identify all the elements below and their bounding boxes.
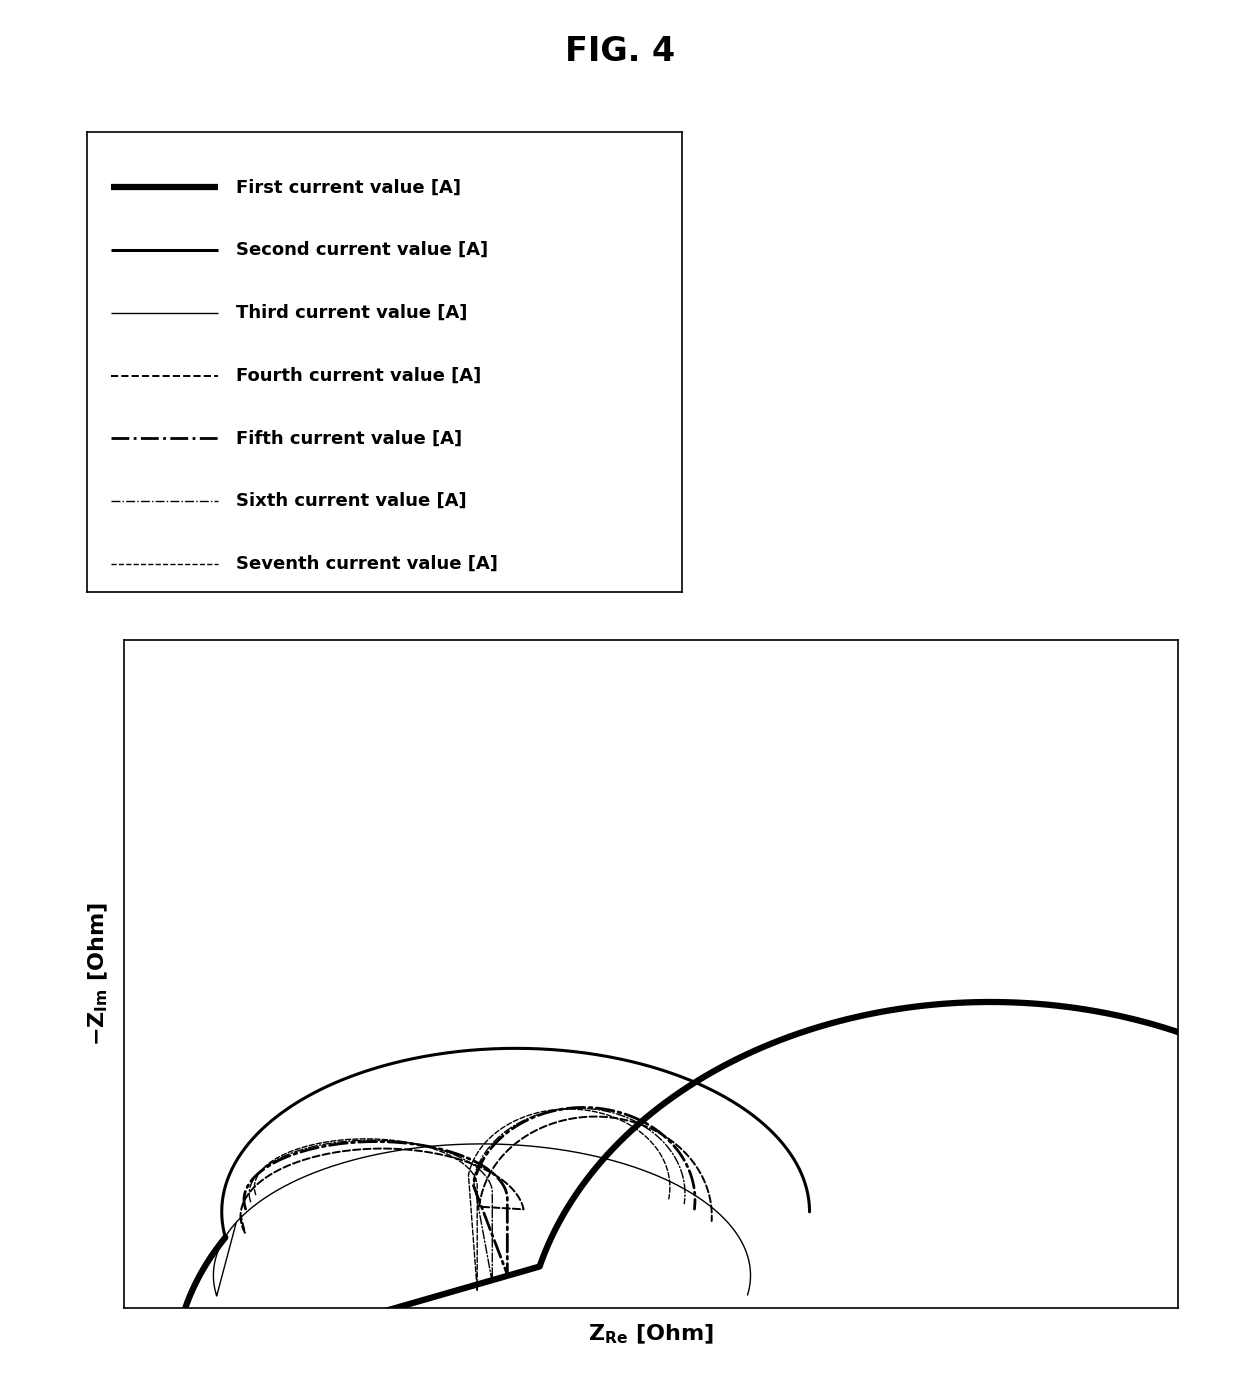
- Text: Fifth current value [A]: Fifth current value [A]: [236, 430, 461, 447]
- Text: First current value [A]: First current value [A]: [236, 178, 460, 196]
- Text: Seventh current value [A]: Seventh current value [A]: [236, 555, 497, 574]
- Text: Sixth current value [A]: Sixth current value [A]: [236, 493, 466, 511]
- Text: Second current value [A]: Second current value [A]: [236, 241, 487, 259]
- X-axis label: $\mathbf{Z_{Re}}$ [Ohm]: $\mathbf{Z_{Re}}$ [Ohm]: [588, 1322, 714, 1346]
- Text: Third current value [A]: Third current value [A]: [236, 303, 467, 322]
- Text: FIG. 4: FIG. 4: [565, 35, 675, 68]
- Y-axis label: $\mathbf{-Z_{Im}}$ [Ohm]: $\mathbf{-Z_{Im}}$ [Ohm]: [87, 902, 110, 1047]
- Text: Fourth current value [A]: Fourth current value [A]: [236, 366, 481, 384]
